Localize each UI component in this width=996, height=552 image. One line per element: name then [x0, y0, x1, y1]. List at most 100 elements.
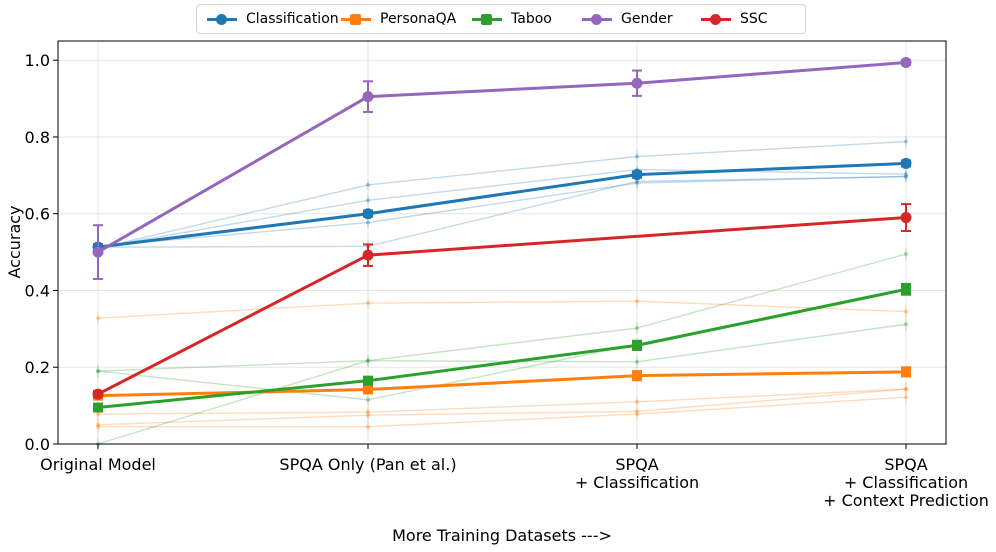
- point-classification: [900, 157, 912, 169]
- legend-swatch-classification: [207, 13, 237, 25]
- faint-point: [96, 369, 100, 374]
- point-gender: [362, 91, 374, 103]
- point-taboo: [901, 284, 911, 295]
- y-tick-label: 1.0: [25, 51, 50, 70]
- x-axis-label: More Training Datasets --->: [392, 526, 612, 545]
- series-line-taboo: [97, 287, 907, 410]
- x-tick-label: + Context Prediction: [823, 491, 989, 510]
- faint-point: [366, 182, 370, 187]
- faint-run-line: [97, 168, 907, 249]
- x-tick-label: SPQA: [884, 455, 927, 474]
- point-taboo: [93, 402, 103, 413]
- faint-run-line: [97, 300, 907, 319]
- y-tick-label: 0.2: [25, 358, 50, 377]
- legend-label-gender: Gender: [621, 11, 673, 27]
- faint-point: [904, 309, 908, 314]
- legend-item-classification[interactable]: Classification: [207, 5, 339, 33]
- faint-point: [635, 181, 639, 186]
- legend-label-ssc: SSC: [740, 11, 768, 27]
- point-gender: [900, 56, 912, 68]
- faint-run-line: [98, 396, 907, 428]
- faint-point: [635, 412, 639, 417]
- faint-run-line: [97, 140, 907, 249]
- faint-point: [635, 326, 639, 331]
- legend-swatch-ssc: [701, 13, 731, 25]
- point-classification: [631, 169, 643, 181]
- faint-point: [904, 139, 908, 144]
- faint-point: [904, 395, 908, 400]
- faint-point: [635, 154, 639, 159]
- legend: Classification PersonaQA Taboo Gender SS…: [196, 4, 806, 34]
- legend-swatch-taboo: [472, 13, 502, 25]
- series-lines: [92, 56, 912, 413]
- point-personaqa: [901, 366, 911, 377]
- faint-point: [635, 409, 639, 414]
- faint-point: [96, 316, 100, 321]
- point-gender: [631, 77, 643, 89]
- faint-run-line: [97, 388, 907, 426]
- x-tick-label: + Classification: [575, 473, 699, 492]
- point-classification: [362, 208, 374, 220]
- faint-point: [904, 252, 908, 257]
- faint-point: [366, 358, 370, 363]
- faint-point: [366, 198, 370, 203]
- point-taboo: [363, 375, 373, 386]
- legend-item-gender[interactable]: Gender: [582, 5, 673, 33]
- point-ssc: [362, 249, 374, 261]
- legend-item-ssc[interactable]: SSC: [701, 5, 768, 33]
- faint-point: [366, 358, 370, 363]
- faint-point: [904, 172, 908, 177]
- faint-point: [366, 410, 370, 415]
- y-tick-label: 0.6: [25, 205, 50, 224]
- legend-label-taboo: Taboo: [511, 11, 552, 27]
- point-gender: [92, 246, 104, 258]
- faint-point: [366, 220, 370, 225]
- faint-point: [635, 299, 639, 304]
- point-personaqa: [363, 384, 373, 395]
- point-ssc: [900, 212, 912, 224]
- legend-label-personaqa: PersonaQA: [380, 11, 457, 27]
- faint-point: [96, 369, 100, 374]
- faint-point: [96, 412, 100, 417]
- y-tick-label: 0.0: [25, 435, 50, 454]
- legend-label-classification: Classification: [246, 11, 339, 27]
- point-personaqa: [632, 370, 642, 381]
- faint-point: [904, 322, 908, 327]
- faint-run-line: [97, 323, 907, 372]
- faint-point: [366, 424, 370, 429]
- faint-run-line: [97, 253, 907, 445]
- x-axis-ticks: Original Model SPQA Only (Pan et al.) SPQA…: [40, 444, 989, 510]
- y-axis-label: Accuracy: [5, 205, 24, 278]
- series-line-gender: [97, 60, 907, 254]
- y-tick-label: 0.4: [25, 281, 50, 300]
- faint-point: [96, 422, 100, 427]
- faint-point: [904, 387, 908, 392]
- plot-frame: [57, 40, 947, 445]
- point-ssc: [92, 388, 104, 400]
- legend-swatch-personaqa: [341, 13, 371, 25]
- series-line-classification: [97, 161, 907, 249]
- faint-run-line: [97, 388, 907, 415]
- faint-run-line: [97, 175, 907, 248]
- y-axis-ticks: 0.0 0.2 0.4 0.6 0.8 1.0: [25, 51, 58, 454]
- series-line-personaqa: [97, 370, 907, 398]
- legend-swatch-gender: [582, 13, 612, 25]
- faint-point: [366, 413, 370, 418]
- x-tick-label: + Classification: [844, 473, 968, 492]
- faint-point: [635, 359, 639, 364]
- faint-point: [366, 397, 370, 402]
- legend-item-personaqa[interactable]: PersonaQA: [341, 5, 456, 33]
- faint-point: [904, 174, 908, 179]
- legend-item-taboo[interactable]: Taboo: [472, 5, 552, 33]
- point-taboo: [632, 340, 642, 351]
- x-tick-label: SPQA: [615, 455, 658, 474]
- faint-run-line: [97, 175, 907, 248]
- faint-point: [904, 174, 908, 179]
- faint-point: [96, 424, 100, 429]
- faint-point: [904, 387, 908, 392]
- faint-point: [366, 301, 370, 306]
- faint-point: [635, 399, 639, 404]
- faint-point: [635, 179, 639, 184]
- y-tick-label: 0.8: [25, 128, 50, 147]
